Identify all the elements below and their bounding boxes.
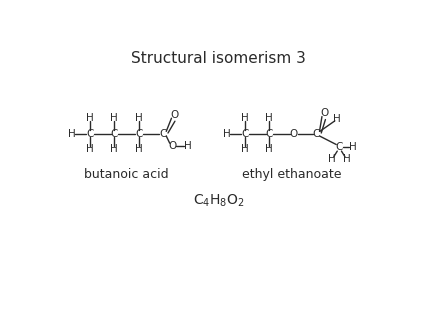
Text: H: H — [241, 113, 248, 123]
Text: C: C — [110, 129, 118, 139]
Text: H: H — [183, 141, 191, 151]
Text: H: H — [333, 114, 340, 124]
Text: O: O — [289, 129, 297, 139]
Text: H: H — [342, 154, 350, 164]
Text: H: H — [86, 144, 94, 154]
Text: H: H — [222, 129, 230, 139]
Text: H: H — [265, 144, 273, 154]
Text: Structural isomerism 3: Structural isomerism 3 — [131, 51, 305, 66]
Text: C: C — [159, 129, 167, 139]
Text: ethyl ethanoate: ethyl ethanoate — [242, 168, 341, 181]
Text: O: O — [168, 141, 176, 151]
Text: C: C — [265, 129, 272, 139]
Text: H: H — [348, 142, 356, 152]
Text: C: C — [334, 142, 342, 152]
Text: C: C — [135, 129, 142, 139]
Text: H: H — [265, 113, 273, 123]
Text: O: O — [170, 110, 178, 120]
Text: H: H — [135, 144, 142, 154]
Text: C: C — [312, 129, 320, 139]
Text: H: H — [241, 144, 248, 154]
Text: butanoic acid: butanoic acid — [84, 168, 168, 181]
Text: H: H — [328, 154, 335, 164]
Text: H: H — [135, 113, 142, 123]
Text: H: H — [110, 113, 118, 123]
Text: C$_4$H$_8$O$_2$: C$_4$H$_8$O$_2$ — [193, 193, 244, 209]
Text: C: C — [86, 129, 93, 139]
Text: C: C — [241, 129, 248, 139]
Text: O: O — [320, 108, 328, 118]
Text: H: H — [110, 144, 118, 154]
Text: H: H — [86, 113, 94, 123]
Text: H: H — [68, 129, 75, 139]
